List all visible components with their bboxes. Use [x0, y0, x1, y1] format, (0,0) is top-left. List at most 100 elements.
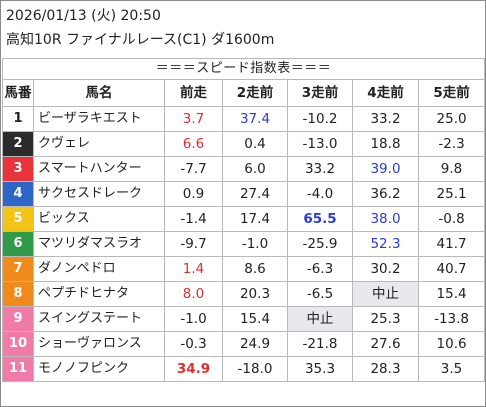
speed-index-cell: -10.2 [287, 106, 353, 132]
speed-index-cell: 25.1 [417, 181, 486, 207]
table-row: 11 モノノフピンク 34.9 -18.0 35.3 28.3 3.5 [2, 356, 486, 382]
speed-index-cell: 38.0 [352, 206, 419, 232]
speed-index-cell: 27.4 [222, 181, 288, 207]
speed-index-cell: 0.9 [164, 181, 223, 207]
speed-index-cell: 3.7 [164, 106, 223, 132]
speed-index-cell: 33.2 [287, 156, 353, 182]
speed-index-cell: 8.6 [222, 256, 288, 282]
speed-index-cell: 41.7 [417, 231, 486, 257]
table-row: 5 ビックス -1.4 17.4 65.5 38.0 -0.8 [2, 206, 486, 232]
col-header-horse-name: 馬名 [33, 79, 165, 107]
speed-index-cell: 25.0 [417, 106, 486, 132]
speed-index-cell: 1.4 [164, 256, 223, 282]
speed-index-cell: -7.7 [164, 156, 223, 182]
speed-index-cell: -2.3 [417, 131, 486, 157]
speed-index-cell: 8.0 [164, 281, 223, 307]
speed-index-cell: -0.8 [417, 206, 486, 232]
speed-index-cell: 65.5 [287, 206, 353, 232]
speed-index-cell: -4.0 [287, 181, 353, 207]
speed-index-cell: -13.0 [287, 131, 353, 157]
speed-index-cell: -1.4 [164, 206, 223, 232]
horse-number-badge: 8 [2, 281, 34, 307]
speed-index-cell: -18.0 [222, 356, 288, 382]
horse-number-badge: 7 [2, 256, 34, 282]
speed-index-cell: -0.3 [164, 331, 223, 357]
speed-index-cell: -6.5 [287, 281, 353, 307]
speed-index-cell: 中止 [287, 306, 353, 332]
speed-index-cell: 30.2 [352, 256, 419, 282]
horse-name: スイングステート [33, 306, 165, 332]
horse-number-badge: 11 [2, 356, 34, 382]
horse-number-badge: 4 [2, 181, 34, 207]
speed-index-cell: 34.9 [164, 356, 223, 382]
speed-index-cell: 3.5 [417, 356, 486, 382]
col-header-number: 馬番 [2, 79, 34, 107]
table-caption: ＝＝＝スピード指数表＝＝＝ [1, 58, 486, 80]
race-datetime: 2026/01/13 (火) 20:50 [6, 8, 161, 24]
table-row: 8 ペプチドヒナタ 8.0 20.3 -6.5 中止 15.4 [2, 281, 486, 307]
speed-index-cell: 24.9 [222, 331, 288, 357]
table-row: 2 クヴェレ 6.6 0.4 -13.0 18.8 -2.3 [2, 131, 486, 157]
horse-name: クヴェレ [33, 131, 165, 157]
speed-index-cell: -25.9 [287, 231, 353, 257]
horse-name: ショーヴァロンス [33, 331, 165, 357]
col-header-last-race: 前走 [164, 79, 223, 107]
speed-index-cell: -6.3 [287, 256, 353, 282]
table-row: 4 サクセスドレーク 0.9 27.4 -4.0 36.2 25.1 [2, 181, 486, 207]
speed-index-cell: 37.4 [222, 106, 288, 132]
race-title: 高知10R ファイナルレース(C1) ダ1600m [6, 32, 275, 48]
horse-name: モノノフピンク [33, 356, 165, 382]
horse-number-badge: 2 [2, 131, 34, 157]
horse-number-badge: 1 [2, 106, 34, 132]
speed-index-cell: -21.8 [287, 331, 353, 357]
horse-number-badge: 9 [2, 306, 34, 332]
speed-index-cell: 6.0 [222, 156, 288, 182]
table-caption-row: ＝＝＝スピード指数表＝＝＝ [1, 58, 486, 80]
speed-index-table: ＝＝＝スピード指数表＝＝＝ 馬番 馬名 前走 2走前 3走前 4走前 5走前 1… [1, 58, 486, 382]
speed-index-cell: 15.4 [417, 281, 486, 307]
col-header-4-races-ago: 4走前 [352, 79, 419, 107]
table-row: 1 ビーザラキエスト 3.7 37.4 -10.2 33.2 25.0 [2, 106, 486, 132]
horse-number-badge: 3 [2, 156, 34, 182]
table-header-row: 馬番 馬名 前走 2走前 3走前 4走前 5走前 [2, 79, 486, 107]
speed-index-cell: -9.7 [164, 231, 223, 257]
horse-name: ペプチドヒナタ [33, 281, 165, 307]
col-header-5-races-ago: 5走前 [417, 79, 486, 107]
table-row: 6 マツリダマスラオ -9.7 -1.0 -25.9 52.3 41.7 [2, 231, 486, 257]
speed-index-cell: 17.4 [222, 206, 288, 232]
speed-index-cell: 中止 [352, 281, 419, 307]
speed-index-cell: 39.0 [352, 156, 419, 182]
speed-index-cell: -1.0 [164, 306, 223, 332]
speed-index-cell: 33.2 [352, 106, 419, 132]
speed-index-cell: 0.4 [222, 131, 288, 157]
speed-index-cell: 25.3 [352, 306, 419, 332]
speed-index-cell: 9.8 [417, 156, 486, 182]
horse-name: ビックス [33, 206, 165, 232]
horse-name: サクセスドレーク [33, 181, 165, 207]
horse-name: マツリダマスラオ [33, 231, 165, 257]
col-header-2-races-ago: 2走前 [222, 79, 288, 107]
speed-index-cell: 15.4 [222, 306, 288, 332]
horse-number-badge: 10 [2, 331, 34, 357]
speed-index-cell: 6.6 [164, 131, 223, 157]
table-row: 7 ダノンペドロ 1.4 8.6 -6.3 30.2 40.7 [2, 256, 486, 282]
speed-index-cell: 52.3 [352, 231, 419, 257]
speed-index-cell: -1.0 [222, 231, 288, 257]
horse-number-badge: 5 [2, 206, 34, 232]
speed-index-cell: 10.6 [417, 331, 486, 357]
horse-name: ビーザラキエスト [33, 106, 165, 132]
speed-index-cell: 35.3 [287, 356, 353, 382]
speed-index-cell: 27.6 [352, 331, 419, 357]
table-row: 9 スイングステート -1.0 15.4 中止 25.3 -13.8 [2, 306, 486, 332]
table-row: 3 スマートハンター -7.7 6.0 33.2 39.0 9.8 [2, 156, 486, 182]
speed-index-cell: 40.7 [417, 256, 486, 282]
horse-number-badge: 6 [2, 231, 34, 257]
speed-index-cell: 18.8 [352, 131, 419, 157]
speed-index-cell: -13.8 [417, 306, 486, 332]
col-header-3-races-ago: 3走前 [287, 79, 353, 107]
horse-name: ダノンペドロ [33, 256, 165, 282]
speed-index-cell: 36.2 [352, 181, 419, 207]
table-row: 10 ショーヴァロンス -0.3 24.9 -21.8 27.6 10.6 [2, 331, 486, 357]
speed-index-cell: 28.3 [352, 356, 419, 382]
